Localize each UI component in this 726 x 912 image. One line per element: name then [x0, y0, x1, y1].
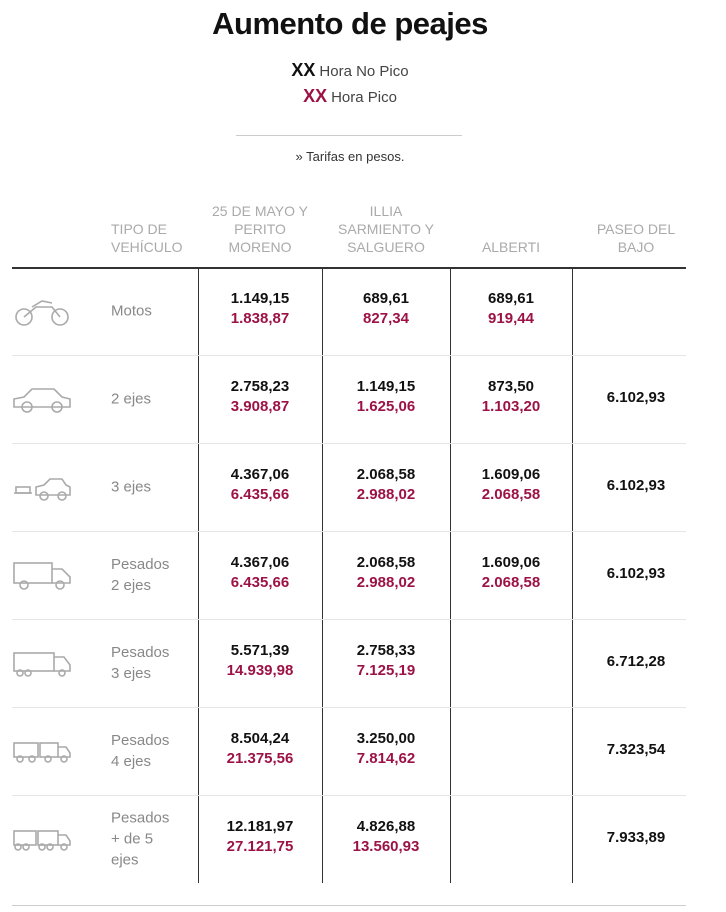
row-rule: [12, 531, 686, 532]
legend-item: XX Hora No Pico: [0, 60, 700, 81]
toll-off-peak: 6.712,28: [606, 653, 666, 670]
column-rule: [198, 267, 199, 883]
toll-off-peak: 1.609,06: [481, 554, 541, 571]
toll-peak: 27.121,75: [226, 838, 294, 855]
divider: [236, 135, 462, 136]
toll-peak: 919,44: [488, 310, 534, 327]
icon: [13, 652, 71, 677]
header-row: TIPO DE VEHÍCULO 25 DE MAYO Y PERITO MORE…: [0, 190, 726, 256]
icon: [13, 830, 71, 851]
toll-off-peak: 5.571,39: [230, 642, 290, 659]
toll-peak: 13.560,93: [352, 838, 420, 855]
title: Aumento de peajes: [212, 6, 488, 41]
icon: [13, 562, 71, 590]
legend-marker: XX: [291, 60, 316, 80]
toll-off-peak: 1.149,15: [356, 378, 416, 395]
vehicle-icon: [12, 647, 72, 679]
row-rule: [12, 443, 686, 444]
vehicle-icon: [12, 735, 72, 767]
toll-peak: 3.908,87: [230, 398, 290, 415]
toll-peak: 6.435,66: [230, 486, 290, 503]
toll-peak: 21.375,56: [226, 750, 294, 767]
toll-peak: 1.103,20: [481, 398, 541, 415]
vehicle-type: Pesados + de 5 ejes: [111, 809, 170, 869]
toll-off-peak: 873,50: [488, 378, 534, 395]
toll-off-peak: 12.181,97: [226, 818, 294, 835]
vehicle-type: Pesados 4 ejes: [111, 732, 170, 770]
column-rule: [572, 267, 573, 883]
column-header: ALBERTI: [481, 239, 541, 255]
vehicle-type: 2 ejes: [111, 390, 152, 408]
row-rule: [12, 795, 686, 796]
toll-peak: 7.814,62: [356, 750, 416, 767]
vehicle-type: Pesados 3 ejes: [111, 644, 170, 682]
column-header: TIPO DE VEHÍCULO: [111, 221, 183, 255]
column-header: ILLIA SARMIENTO Y SALGUERO: [338, 203, 434, 255]
toll-peak: 1.625,06: [356, 398, 416, 415]
toll-off-peak: 689,61: [363, 290, 409, 307]
toll-peak: 2.988,02: [356, 486, 416, 503]
vehicle-icon: [12, 823, 72, 855]
bottom-rule: [12, 905, 686, 906]
column-rule: [322, 267, 323, 883]
toll-off-peak: 2.758,23: [230, 378, 290, 395]
vehicle-icon: [12, 383, 72, 415]
toll-off-peak: 7.933,89: [606, 829, 666, 846]
column-header: PASEO DEL BAJO: [596, 221, 676, 255]
legend-label: Hora Pico: [331, 89, 397, 106]
toll-peak: 2.988,02: [356, 574, 416, 591]
toll-off-peak: 6.102,93: [606, 389, 666, 406]
toll-off-peak: 4.367,06: [230, 466, 290, 483]
vehicle-icon: [12, 559, 72, 591]
row-rule: [12, 707, 686, 708]
toll-off-peak: 1.149,15: [230, 290, 290, 307]
toll-peak: 7.125,19: [356, 662, 416, 679]
legend-item: XX Hora Pico: [0, 86, 700, 107]
toll-off-peak: 2.068,58: [356, 466, 416, 483]
toll-off-peak: 6.102,93: [606, 565, 666, 582]
toll-off-peak: 3.250,00: [356, 730, 416, 747]
icon: [13, 742, 71, 763]
column-rule: [450, 267, 451, 883]
header-rule: [12, 267, 686, 269]
icon: [15, 300, 69, 326]
toll-off-peak: 7.323,54: [606, 741, 666, 758]
vehicle-type: 3 ejes: [111, 478, 152, 496]
note: » Tarifas en pesos.: [295, 149, 405, 164]
vehicle-type: Motos: [111, 302, 152, 320]
toll-peak: 2.068,58: [481, 486, 541, 503]
vehicle-icon: [12, 471, 72, 503]
toll-off-peak: 4.826,88: [356, 818, 416, 835]
toll-peak: 6.435,66: [230, 574, 290, 591]
vehicle-icon: [12, 295, 72, 327]
toll-off-peak: 2.068,58: [356, 554, 416, 571]
toll-off-peak: 6.102,93: [606, 477, 666, 494]
legend-label: Hora No Pico: [319, 63, 409, 80]
toll-peak: 2.068,58: [481, 574, 541, 591]
toll-off-peak: 8.504,24: [230, 730, 290, 747]
toll-peak: 827,34: [363, 310, 409, 327]
row-rule: [12, 355, 686, 356]
icon: [13, 388, 71, 413]
column-header: 25 DE MAYO Y PERITO MORENO: [212, 203, 308, 255]
toll-off-peak: 4.367,06: [230, 554, 290, 571]
vehicle-type: Pesados 2 ejes: [111, 556, 170, 594]
row-rule: [12, 619, 686, 620]
toll-off-peak: 2.758,33: [356, 642, 416, 659]
legend-marker: XX: [303, 86, 328, 106]
icon: [14, 478, 71, 501]
toll-off-peak: 689,61: [488, 290, 534, 307]
toll-peak: 1.838,87: [230, 310, 290, 327]
toll-off-peak: 1.609,06: [481, 466, 541, 483]
toll-peak: 14.939,98: [226, 662, 294, 679]
